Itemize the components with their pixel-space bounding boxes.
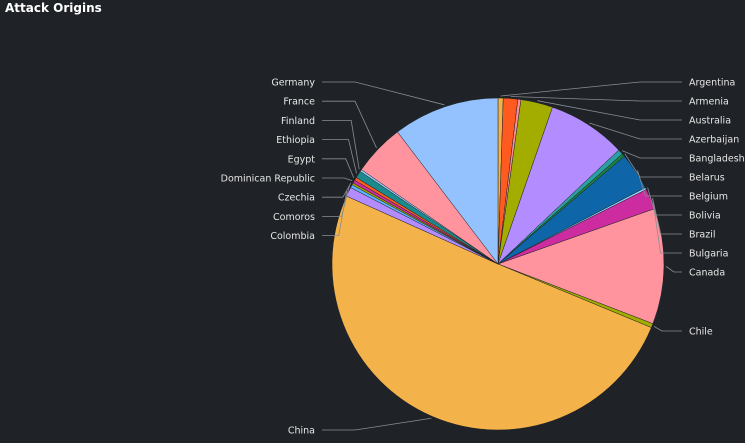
- slice-label-dominican-republic: Dominican Republic: [221, 174, 315, 185]
- slice-label-canada: Canada: [689, 268, 725, 279]
- panel-title: Attack Origins: [5, 1, 102, 15]
- leader-line-czechia: [322, 182, 352, 198]
- slice-label-bangladesh: Bangladesh: [689, 154, 745, 165]
- slice-label-azerbaijan: Azerbaijan: [689, 135, 739, 146]
- pie-slice-germany[interactable]: [397, 97, 499, 265]
- leader-line-argentina: [500, 81, 682, 97]
- slice-label-czechia: Czechia: [278, 193, 315, 204]
- leader-line-brazil: [652, 198, 682, 235]
- leader-line-ethiopia: [322, 139, 357, 174]
- leader-lines: [322, 81, 682, 431]
- slice-label-argentina: Argentina: [689, 78, 735, 89]
- slice-label-chile: Chile: [689, 327, 713, 338]
- leader-line-azerbaijan: [589, 122, 682, 140]
- pie-slice-china[interactable]: [331, 195, 652, 431]
- slice-label-belgium: Belgium: [689, 192, 728, 203]
- leader-line-germany: [322, 81, 445, 106]
- slice-label-australia: Australia: [689, 116, 731, 127]
- leader-line-belgium: [637, 170, 682, 197]
- leader-line-bolivia: [647, 187, 682, 216]
- leader-line-armenia: [510, 96, 682, 102]
- slice-label-belarus: Belarus: [689, 173, 725, 184]
- leader-line-comoros: [322, 185, 350, 217]
- leader-line-china: [322, 417, 432, 431]
- slice-label-bolivia: Bolivia: [689, 211, 721, 222]
- pie-slices: [331, 97, 665, 431]
- slice-label-france: France: [283, 97, 315, 108]
- slice-label-bulgaria: Bulgaria: [689, 249, 728, 260]
- leader-line-france: [322, 100, 377, 149]
- slice-label-armenia: Armenia: [689, 97, 729, 108]
- leader-line-bangladesh: [621, 150, 682, 159]
- slice-label-brazil: Brazil: [689, 230, 716, 241]
- leader-line-colombia: [322, 190, 348, 237]
- slice-label-ethiopia: Ethiopia: [276, 135, 315, 146]
- slice-label-germany: Germany: [271, 78, 315, 89]
- leader-line-belarus: [624, 153, 682, 178]
- slice-label-colombia: Colombia: [270, 231, 315, 242]
- leader-line-chile: [653, 326, 682, 332]
- leader-line-australia: [537, 100, 682, 121]
- leader-line-bulgaria: [652, 198, 682, 254]
- leader-line-dominican-republic: [322, 177, 353, 181]
- leader-line-finland: [322, 120, 360, 170]
- leader-line-canada: [665, 266, 682, 273]
- slice-label-finland: Finland: [281, 116, 315, 127]
- slice-label-china: China: [288, 426, 315, 437]
- leader-line-egypt: [322, 158, 355, 179]
- slice-label-comoros: Comoros: [273, 212, 315, 223]
- slice-label-egypt: Egypt: [288, 154, 316, 165]
- slice-labels: Argentina Armenia Australia Azerbaijan Bangl…: [221, 78, 745, 437]
